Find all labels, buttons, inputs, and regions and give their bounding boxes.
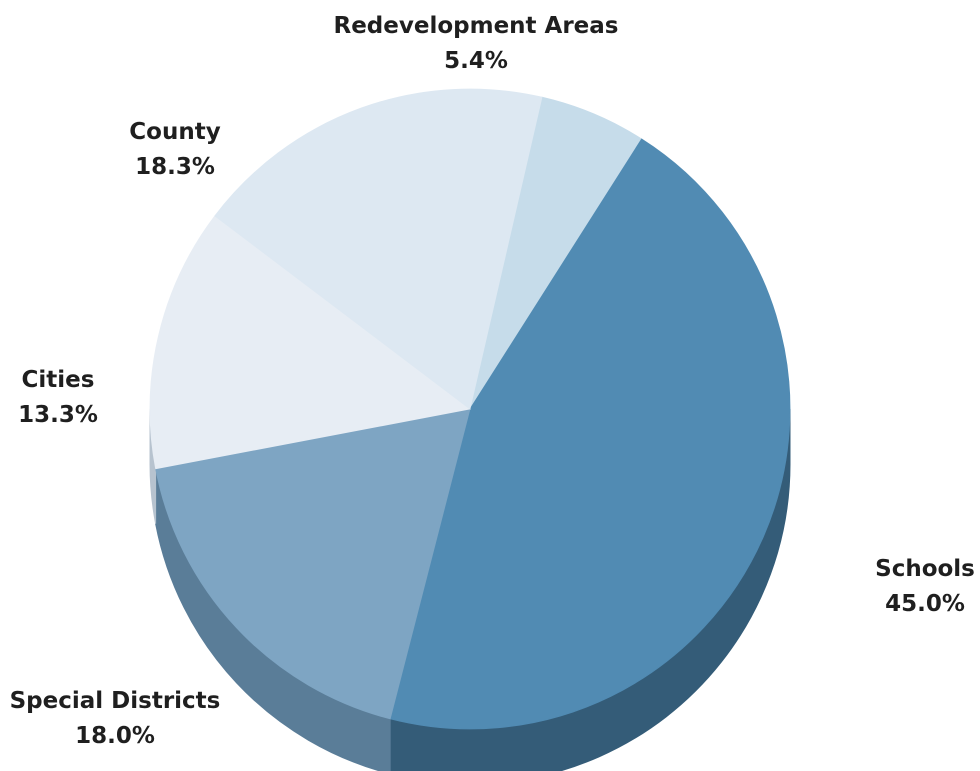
slice-label-cities: Cities — [22, 367, 95, 393]
slice-value-schools: 45.0% — [885, 591, 965, 617]
slice-value-special-districts: 18.0% — [75, 723, 155, 749]
slice-county[interactable] — [214, 88, 543, 410]
slice-labels: Redevelopment Areas 5.4% Schools 45.0% Speci… — [10, 13, 975, 749]
slice-label-schools: Schools — [875, 556, 975, 582]
slice-special-districts[interactable] — [155, 408, 471, 720]
slice-label-special-districts: Special Districts — [10, 688, 221, 714]
slice-label-county: County — [129, 119, 220, 145]
slice-label-redevelopment-areas: Redevelopment Areas — [333, 13, 618, 39]
slice-value-county: 18.3% — [135, 154, 215, 180]
slice-value-redevelopment-areas: 5.4% — [444, 48, 508, 74]
slice-schools[interactable] — [389, 138, 791, 730]
slice-cities[interactable] — [149, 215, 471, 470]
pie-slices — [149, 88, 791, 730]
slice-value-cities: 13.3% — [18, 402, 98, 428]
